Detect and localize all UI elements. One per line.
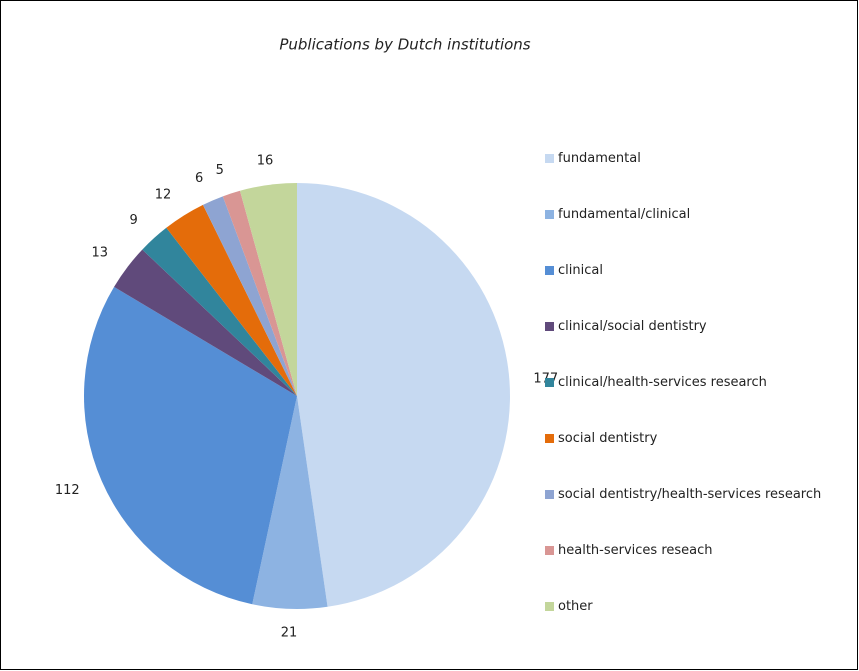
pie-slice	[239, 183, 297, 396]
data-label: 9	[129, 213, 137, 228]
legend-label: fundamental	[558, 151, 641, 166]
pie-slice	[83, 286, 297, 605]
legend-item: social dentistry/health-services researc…	[545, 486, 821, 503]
legend-label: clinical	[558, 263, 603, 278]
legend-label: social dentistry	[558, 431, 658, 446]
data-label: 6	[195, 171, 203, 186]
legend-swatch	[545, 490, 554, 499]
legend-swatch	[545, 322, 554, 331]
chart-title: Publications by Dutch institutions	[279, 36, 530, 54]
legend-swatch	[545, 378, 554, 387]
pie-slice	[222, 190, 297, 396]
data-label: 112	[55, 483, 80, 498]
legend-label: health-services reseach	[558, 543, 713, 558]
legend-label: social dentistry/health-services researc…	[558, 487, 822, 502]
data-label: 12	[155, 188, 172, 203]
legend-item: clinical/health-services research	[545, 374, 767, 391]
pie-slice	[297, 183, 510, 607]
data-label: 21	[281, 625, 298, 640]
legend-swatch	[545, 210, 554, 219]
legend-label: fundamental/clinical	[558, 207, 691, 222]
legend-label: clinical/social dentistry	[558, 319, 707, 334]
legend-item: fundamental	[545, 150, 641, 167]
legend-item: health-services reseach	[545, 542, 713, 559]
legend-item: other	[545, 598, 593, 615]
legend-item: clinical	[545, 262, 603, 279]
legend-swatch	[545, 154, 554, 163]
legend-swatch	[545, 546, 554, 555]
legend-swatch	[545, 602, 554, 611]
data-label: 13	[91, 245, 108, 260]
pie-slice	[202, 196, 297, 396]
legend-swatch	[545, 266, 554, 275]
pie-slice	[252, 396, 328, 610]
data-label: 16	[257, 154, 274, 169]
pie-slice	[166, 204, 297, 396]
legend-item: social dentistry	[545, 430, 657, 447]
legend-label: clinical/health-services research	[558, 375, 767, 390]
data-label: 5	[216, 163, 224, 178]
pie-slice	[142, 227, 297, 396]
legend-item: fundamental/clinical	[545, 206, 690, 223]
legend-label: other	[558, 599, 593, 614]
pie-slice	[114, 249, 298, 396]
legend-swatch	[545, 434, 554, 443]
legend-item: clinical/social dentistry	[545, 318, 707, 335]
